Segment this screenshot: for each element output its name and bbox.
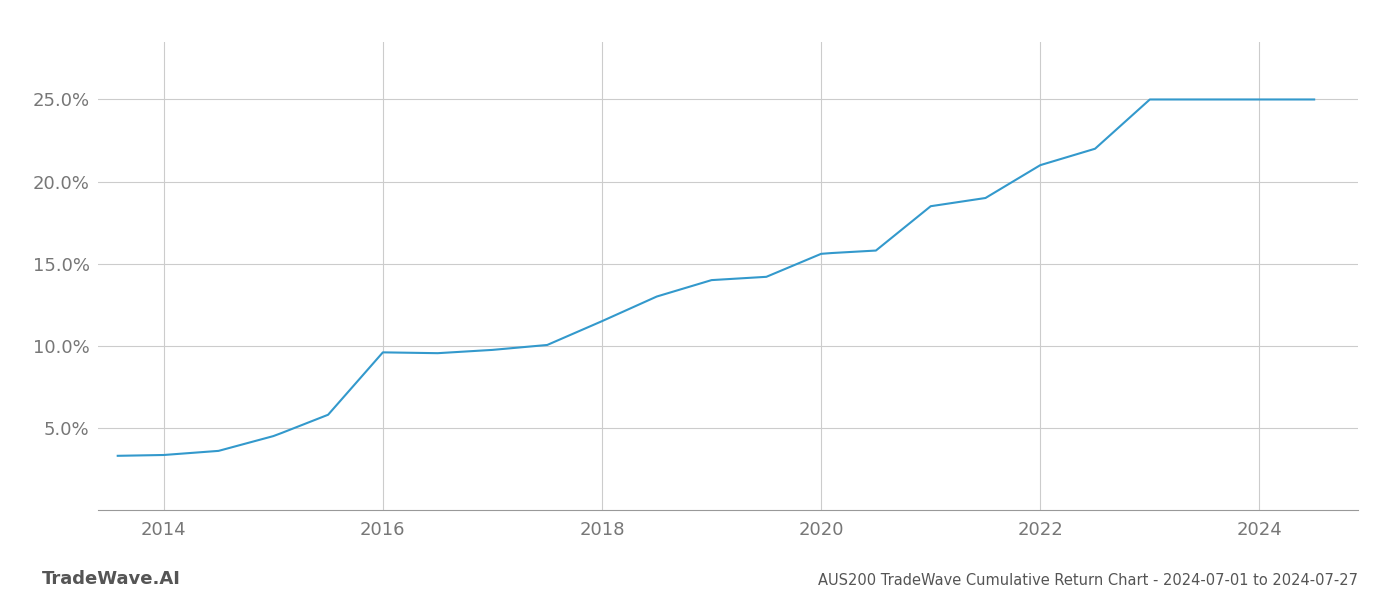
Text: AUS200 TradeWave Cumulative Return Chart - 2024-07-01 to 2024-07-27: AUS200 TradeWave Cumulative Return Chart… [818,573,1358,588]
Text: TradeWave.AI: TradeWave.AI [42,570,181,588]
